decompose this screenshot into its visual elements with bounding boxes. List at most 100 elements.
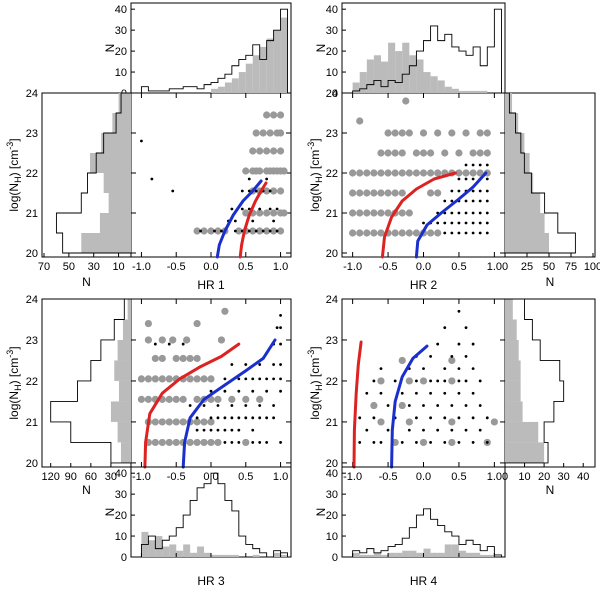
- black-point: [422, 367, 425, 371]
- black-point: [251, 428, 255, 432]
- black-point: [251, 219, 255, 223]
- black-point: [379, 441, 383, 444]
- y-tick-label: 20: [26, 458, 38, 470]
- hist-bar-filled: [380, 554, 389, 557]
- x-axis-title: HR 1: [197, 278, 225, 292]
- gray-point: [426, 169, 435, 177]
- black-point: [247, 229, 251, 233]
- side-hist-x-tick-label: 30: [105, 471, 117, 483]
- side-hist-bar-filled: [117, 421, 131, 443]
- side-hist-bar-filled: [118, 380, 131, 402]
- black-point: [268, 189, 272, 193]
- black-point: [450, 211, 454, 215]
- black-point: [261, 229, 265, 233]
- x-axis-title: HR 2: [410, 278, 438, 292]
- hist-bar-filled: [224, 554, 232, 557]
- hist-y-tick-label: 0: [332, 552, 338, 564]
- hist-bar-filled: [430, 552, 438, 557]
- black-point: [471, 342, 475, 346]
- side-hist-outline: [50, 298, 131, 464]
- black-point: [272, 404, 276, 407]
- gray-point: [179, 354, 187, 363]
- side-hist-bar-filled: [110, 401, 131, 422]
- side-hist-x-tick-label: 10: [518, 471, 530, 483]
- hist-bar-filled: [480, 554, 488, 557]
- gray-point: [200, 227, 208, 235]
- hist-y-tick-label: 10: [115, 67, 127, 79]
- gray-point: [158, 354, 166, 363]
- black-point: [464, 354, 468, 358]
- black-point: [429, 379, 432, 383]
- black-point: [485, 221, 489, 225]
- red-model-curve: [380, 171, 457, 259]
- hist-bar-filled: [437, 552, 445, 557]
- hist-bar-filled: [473, 552, 481, 557]
- gray-point: [370, 401, 378, 410]
- hist-bar-filled: [373, 552, 381, 557]
- black-point: [240, 207, 244, 211]
- gray-point: [405, 129, 413, 137]
- side-hist-bar-filled: [505, 421, 539, 443]
- gray-point: [193, 354, 201, 363]
- black-point: [265, 441, 269, 444]
- black-point: [478, 428, 482, 432]
- nh-label-close: ]: [308, 346, 322, 349]
- side-hist-bar-filled: [505, 153, 530, 173]
- gray-point: [384, 149, 392, 157]
- black-point: [450, 199, 454, 203]
- gray-point: [214, 227, 222, 235]
- gray-point: [186, 375, 194, 383]
- gray-point: [405, 377, 413, 385]
- black-point: [393, 379, 397, 383]
- black-point: [443, 441, 447, 444]
- black-point: [457, 342, 461, 346]
- gray-point: [476, 169, 484, 177]
- black-point: [199, 229, 202, 233]
- y-tick-label: 24: [326, 294, 338, 306]
- hist-bar-filled: [423, 548, 431, 557]
- x-axis-title: HR 3: [197, 574, 225, 588]
- gray-point: [363, 189, 371, 197]
- x-tick-label: -1.0: [343, 471, 362, 483]
- black-point: [258, 377, 262, 381]
- hist-bar-filled: [245, 63, 253, 93]
- hist-bar-filled: [259, 46, 267, 93]
- y-tick-label: 23: [26, 128, 38, 140]
- black-point: [457, 416, 461, 420]
- black-point: [244, 404, 248, 407]
- gray-point: [434, 229, 442, 237]
- hist-bar-filled: [395, 51, 403, 93]
- black-point: [471, 189, 475, 193]
- black-point: [429, 441, 432, 444]
- hist-n-label: N: [103, 44, 117, 53]
- hist-bar-filled: [352, 82, 360, 93]
- side-hist-bar-filled: [505, 133, 525, 153]
- black-point: [279, 363, 282, 366]
- side-hist-bar-filled: [505, 299, 513, 320]
- side-hist-outline: [55, 92, 131, 254]
- black-point: [443, 199, 447, 203]
- gray-point: [151, 438, 159, 447]
- hist-bar-filled: [273, 30, 281, 93]
- gray-point: [200, 375, 208, 383]
- gray-point: [158, 438, 166, 447]
- gray-point: [398, 169, 406, 177]
- black-point: [464, 231, 468, 235]
- hist-bar-filled: [451, 544, 459, 557]
- gray-point: [490, 418, 498, 426]
- black-point: [457, 211, 461, 215]
- hist-outline: [352, 508, 502, 557]
- black-point: [471, 231, 475, 235]
- gray-point: [242, 209, 250, 217]
- black-point: [485, 231, 489, 235]
- black-point: [358, 441, 362, 444]
- gray-point: [483, 149, 491, 157]
- gray-point: [256, 147, 264, 155]
- gray-point: [391, 229, 399, 237]
- y-tick-label: 21: [26, 417, 38, 429]
- black-point: [237, 428, 241, 432]
- gray-point: [214, 395, 222, 403]
- black-point: [254, 189, 258, 193]
- hist-bar-filled: [359, 554, 367, 557]
- black-point: [471, 441, 475, 444]
